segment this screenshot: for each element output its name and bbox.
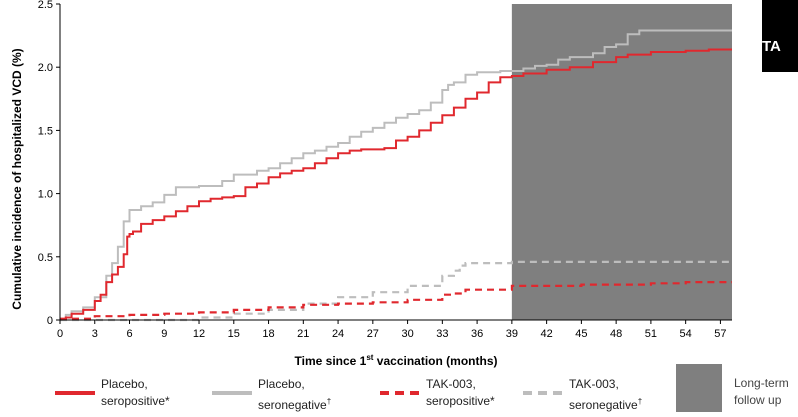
x-tick-label: 3 — [92, 328, 98, 340]
x-tick-label: 21 — [297, 328, 309, 340]
legend-label-long-term: Long-term follow up — [734, 375, 789, 409]
x-axis-label-rest: vaccination (months) — [373, 354, 497, 368]
legend-label-line1: Placebo, — [101, 377, 148, 391]
x-tick-label: 15 — [228, 328, 240, 340]
legend-label-tak003-seropositive: TAK-003, seropositive* — [426, 376, 495, 410]
legend-swatch-tak003-seronegative — [523, 391, 563, 395]
x-tick-label: 18 — [262, 328, 274, 340]
y-tick-label: 0.5 — [38, 252, 53, 264]
x-tick-label: 36 — [471, 328, 483, 340]
legend-label-line2: seropositive* — [426, 394, 495, 408]
x-tick-label: 12 — [193, 328, 205, 340]
legend-label-placebo-seropositive: Placebo, seropositive* — [101, 376, 170, 410]
y-tick-label: 1.0 — [38, 189, 53, 201]
x-tick-label: 27 — [367, 328, 379, 340]
legend-swatch-shaded — [676, 364, 722, 412]
chart: 0 3 6 9 12 15 18 21 24 27 30 33 36 39 42 45 48 51 54 5700.5… — [10, 0, 732, 368]
x-tick-label: 54 — [680, 328, 692, 340]
x-tick-label: 6 — [126, 328, 132, 340]
legend-swatch-placebo-seropositive — [55, 391, 95, 395]
legend-label-line1: Long-term — [734, 376, 789, 390]
x-tick-label: 30 — [401, 328, 413, 340]
y-tick-label: 2.5 — [38, 0, 53, 11]
series-layer — [60, 29, 732, 322]
x-tick-label: 42 — [540, 328, 552, 340]
y-axis-label: Cumulative incidence of hospitalized VCD… — [10, 48, 24, 309]
x-tick-label: 33 — [436, 328, 448, 340]
legend-swatch-placebo-seronegative — [212, 391, 252, 395]
legend-label-line2: seronegative† — [569, 397, 643, 412]
legend-label-placebo-seronegative: Placebo, seronegative† — [258, 376, 331, 414]
legend-label-line2: seronegative† — [258, 397, 332, 412]
legend-label-line2: seropositive* — [101, 394, 170, 408]
ticks-layer: 0 3 6 9 12 15 18 21 24 27 30 33 36 39 42 45 48 51 54 5700.5… — [38, 0, 727, 340]
series-line-3 — [60, 281, 732, 320]
x-axis-label-main: Time since 1 — [295, 354, 367, 368]
series-line-4 — [60, 260, 732, 322]
legend-swatch-tak003-seropositive — [380, 391, 420, 395]
legend-label-line1: Placebo, — [258, 377, 305, 391]
series-line-1 — [60, 48, 732, 321]
legend-label-tak003-seronegative: TAK-003, seronegative† — [569, 376, 642, 414]
x-tick-label: 51 — [645, 328, 657, 340]
x-tick-label: 48 — [610, 328, 622, 340]
x-tick-label: 45 — [575, 328, 587, 340]
series-line-2 — [60, 29, 732, 321]
x-tick-label: 9 — [161, 328, 167, 340]
legend-label-line2: follow up — [734, 393, 782, 407]
x-tick-label: 57 — [714, 328, 726, 340]
x-axis-label-sup: st — [366, 353, 373, 362]
x-tick-label: 39 — [506, 328, 518, 340]
legend: Placebo, seropositive* Placebo, seronega… — [0, 364, 798, 417]
x-tick-label: 24 — [332, 328, 344, 340]
x-axis-label: Time since 1st vaccination (months) — [295, 353, 498, 368]
y-tick-label: 1.5 — [38, 125, 53, 137]
corner-tag: TA — [762, 0, 798, 72]
legend-label-line1: TAK-003, — [569, 377, 619, 391]
y-tick-label: 2.0 — [38, 62, 53, 74]
x-tick-label: 0 — [57, 328, 63, 340]
legend-label-line1: TAK-003, — [426, 377, 476, 391]
y-tick-label: 0 — [47, 315, 53, 327]
